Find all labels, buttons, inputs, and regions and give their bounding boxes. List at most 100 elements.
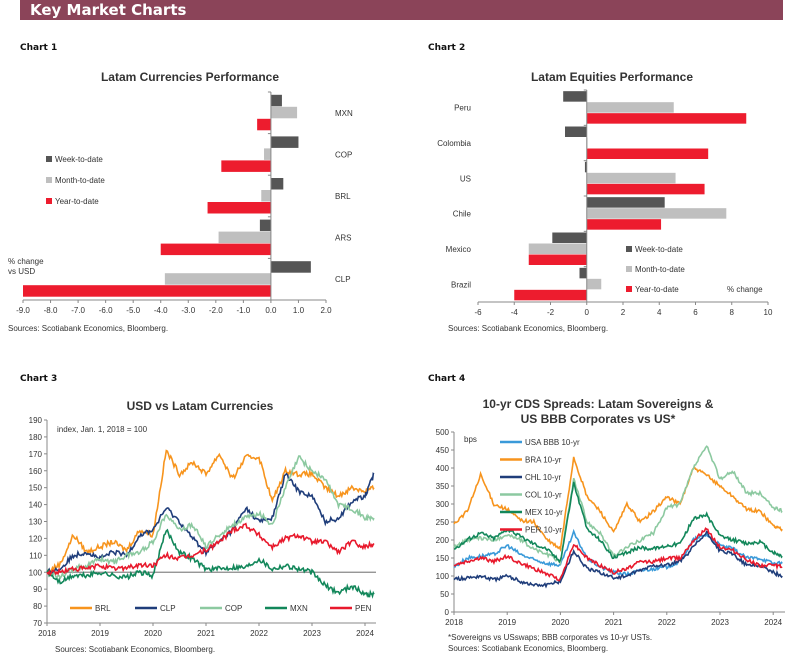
section-title: Key Market Charts	[30, 1, 187, 19]
category-label: BRL	[335, 192, 351, 201]
section-header: Key Market Charts	[20, 0, 783, 20]
x-tick-label: 2022	[658, 618, 676, 627]
chart-2	[477, 89, 769, 305]
category-label: CLP	[335, 275, 351, 284]
bar-cop-wtd	[270, 136, 299, 148]
series-line-per-10-yr	[453, 527, 783, 582]
x-tick-label: -9.0	[16, 306, 30, 315]
y-axis-label: bps	[464, 435, 477, 444]
legend-swatch	[46, 198, 52, 204]
x-tick-label: 2021	[197, 629, 215, 638]
y-tick-label: 300	[436, 500, 450, 509]
x-tick-label: -4	[511, 308, 519, 317]
y-tick-label: 50	[440, 590, 449, 599]
y-tick-label: 120	[29, 534, 43, 543]
chart-title: USD vs Latam Currencies	[127, 399, 274, 413]
bar-brazil-wtd	[579, 267, 587, 279]
chart-title: Latam Equities Performance	[531, 70, 693, 84]
source-note: Sources: Scotiabank Economics, Bloomberg…	[55, 645, 215, 654]
y-tick-label: 170	[29, 450, 43, 459]
x-tick-label: 6	[693, 308, 698, 317]
x-tick-label: 2024	[764, 618, 782, 627]
series-line-col-10-yr	[453, 445, 783, 566]
legend-swatch	[626, 246, 632, 252]
unit-note: % change	[727, 285, 763, 294]
chart-4-label: Chart 4	[428, 374, 466, 384]
x-tick-label: 2020	[552, 618, 570, 627]
legend-label: Week-to-date	[635, 245, 683, 254]
y-tick-label: 190	[29, 416, 43, 425]
series-line-clp	[46, 472, 375, 574]
y-tick-label: 450	[436, 446, 450, 455]
series-line-chl-10-yr	[453, 530, 783, 589]
legend-swatch	[46, 156, 52, 162]
category-label: Chile	[453, 210, 472, 219]
y-tick-label: 150	[29, 484, 43, 493]
x-tick-label: 2022	[250, 629, 268, 638]
x-tick-label: 2019	[498, 618, 516, 627]
bar-brl-wtd	[270, 178, 284, 190]
category-label: Peru	[454, 104, 471, 113]
legend-swatch	[626, 266, 632, 272]
category-label: MXN	[335, 109, 353, 118]
category-label: Brazil	[451, 280, 471, 289]
x-tick-label: 10	[764, 308, 773, 317]
series-line-usa-bbb-10-yr	[453, 528, 783, 577]
series-line-bra-10-yr	[453, 456, 783, 552]
legend-label: MXN	[290, 604, 308, 613]
series-line-brl	[46, 449, 375, 574]
chart-3	[44, 419, 376, 626]
x-tick-label: 2019	[91, 629, 109, 638]
chart-1-label: Chart 1	[20, 43, 58, 53]
chart-title: 10-yr CDS Spreads: Latam Sovereigns &	[483, 397, 714, 411]
bar-cop-ytd	[221, 160, 271, 172]
y-tick-label: 130	[29, 518, 43, 527]
bar-mexico-mtd	[528, 243, 587, 254]
category-label: Colombia	[437, 139, 471, 148]
legend-label: Week-to-date	[55, 155, 103, 164]
x-tick-label: 2.0	[320, 306, 332, 315]
x-tick-label: -5.0	[126, 306, 140, 315]
y-tick-label: 180	[29, 433, 43, 442]
x-tick-label: -4.0	[154, 306, 168, 315]
annotation: index, Jan. 1, 2018 = 100	[57, 425, 148, 434]
legend-label: COL 10-yr	[525, 491, 562, 500]
chart-3-label: Chart 3	[20, 374, 58, 384]
bar-cop-mtd	[264, 148, 271, 160]
y-tick-label: 0	[445, 608, 450, 617]
y-tick-label: 250	[436, 518, 450, 527]
footnote: *Sovereigns vs USswaps; BBB corporates v…	[448, 633, 652, 642]
unit-note: % change	[8, 257, 44, 266]
bar-brazil-mtd	[586, 278, 602, 290]
chart-2-label: Chart 2	[428, 43, 466, 53]
legend-swatch	[46, 177, 52, 183]
bar-clp-wtd	[270, 261, 311, 273]
source-note: Sources: Scotiabank Economics, Bloomberg…	[448, 324, 608, 333]
category-label: ARS	[335, 234, 351, 243]
y-tick-label: 500	[436, 428, 450, 437]
x-tick-label: 1.0	[293, 306, 305, 315]
y-tick-label: 90	[33, 585, 42, 594]
x-tick-label: 2024	[356, 629, 374, 638]
legend-label: CLP	[160, 604, 176, 613]
x-tick-label: 8	[730, 308, 735, 317]
bar-clp-ytd	[23, 285, 271, 297]
legend-label: Year-to-date	[635, 285, 679, 294]
x-tick-label: 2023	[303, 629, 321, 638]
source-note: Sources: Scotiabank Economics, Bloomberg…	[8, 324, 168, 333]
bar-mxn-wtd	[270, 94, 282, 107]
category-label: COP	[335, 150, 352, 159]
chart-title: Latam Currencies Performance	[101, 70, 279, 84]
x-tick-label: -2.0	[209, 306, 223, 315]
bar-mxn-mtd	[270, 106, 298, 119]
bar-us-mtd	[586, 172, 676, 184]
y-tick-label: 100	[436, 572, 450, 581]
legend-label: USA BBB 10-yr	[525, 438, 580, 447]
x-tick-label: 2018	[38, 629, 56, 638]
legend-label: Year-to-date	[55, 197, 99, 206]
x-tick-label: -3.0	[181, 306, 195, 315]
legend-label: CHL 10-yr	[525, 473, 561, 482]
bar-ars-ytd	[160, 243, 271, 256]
legend-label: MEX 10-yr	[525, 508, 563, 517]
series-line-cop	[46, 455, 375, 580]
